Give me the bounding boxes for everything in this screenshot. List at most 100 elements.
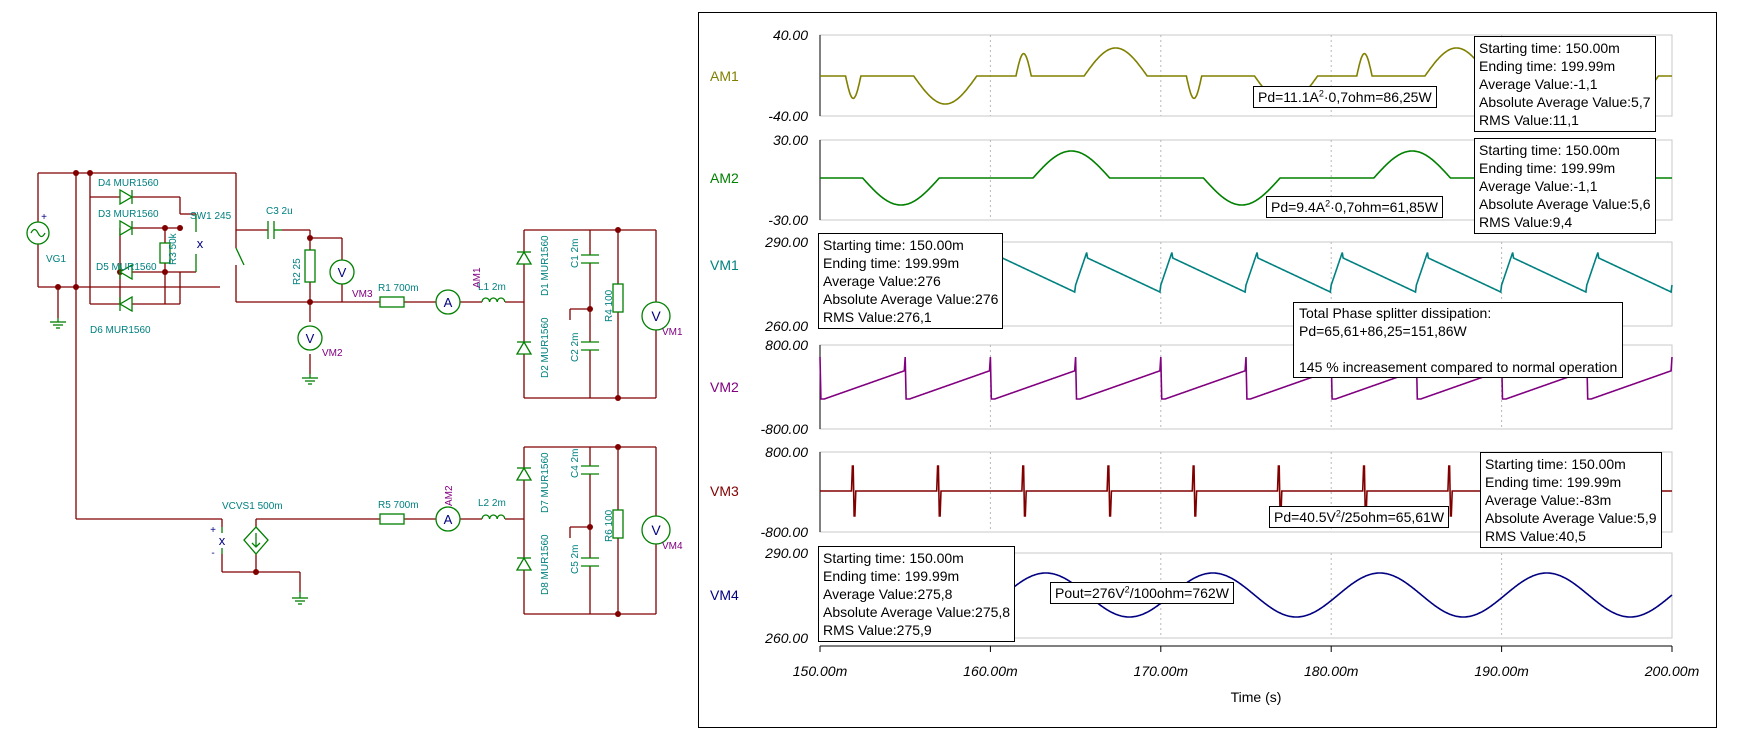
- x-tick-label: 160.00m: [963, 663, 1018, 679]
- vm3-power-annotation: Pd=40.5V2/25ohm=65,61W: [1269, 506, 1450, 528]
- am1-stats-box: Starting time: 150.00m Ending time: 199.…: [1474, 36, 1656, 132]
- y-max-label: 800.00: [765, 444, 808, 460]
- trace-name-am2: AM2: [710, 170, 739, 186]
- pd-exponent: 2: [1325, 198, 1331, 209]
- d6-label: D6 MUR1560: [90, 325, 151, 336]
- vm4-output-power-annotation: Pout=276V2/100ohm=762W: [1050, 582, 1234, 604]
- total-dissipation-box: Total Phase splitter dissipation: Pd=65,…: [1293, 302, 1624, 378]
- stat-line: Average Value:275,8: [823, 586, 953, 602]
- y-min-label: 260.00: [764, 630, 808, 646]
- stat-line: RMS Value:11,1: [1479, 112, 1579, 128]
- x-tick-label: 180.00m: [1304, 663, 1359, 679]
- r6-label: R6 100: [604, 509, 615, 542]
- stat-line: Absolute Average Value:5,6: [1479, 196, 1651, 212]
- y-max-label: 800.00: [765, 337, 808, 353]
- pd-text-rest: ·0,7ohm=61,85W: [1330, 199, 1438, 215]
- d5-label: D5 MUR1560: [96, 262, 157, 273]
- stat-line: Absolute Average Value:276: [823, 291, 999, 307]
- stat-line: Ending time: 199.99m: [1479, 160, 1616, 176]
- vg1-plus: +: [41, 212, 47, 223]
- x-tick-label: 170.00m: [1134, 663, 1189, 679]
- stat-line: Average Value:-1,1: [1479, 178, 1598, 194]
- stat-line: Average Value:276: [823, 273, 941, 289]
- vm1-glyph: V: [651, 308, 661, 324]
- pd-text-rest: /25ohm=65,61W: [1340, 509, 1445, 525]
- c2-label: C2 2m: [570, 333, 581, 362]
- r3-label: R3 50k: [168, 232, 179, 265]
- pout-text-rest: /100ohm=762W: [1129, 585, 1229, 601]
- stat-line: Starting time: 150.00m: [1479, 142, 1620, 158]
- total-line: [1299, 340, 1617, 358]
- vcvs-plus: +: [210, 525, 216, 536]
- y-min-label: -800.00: [761, 524, 809, 540]
- trace-name-vm1: VM1: [710, 257, 739, 273]
- c3-label: C3 2u: [266, 206, 293, 217]
- stat-line: Ending time: 199.99m: [823, 255, 960, 271]
- vm1-stats-box: Starting time: 150.00m Ending time: 199.…: [818, 233, 1004, 329]
- stat-line: Average Value:-1,1: [1479, 76, 1598, 92]
- vm4-label: VM4: [662, 541, 683, 552]
- d2-label: D2 MUR1560: [540, 317, 551, 378]
- trace-vm2: [819, 356, 1673, 400]
- c4-label: C4 2m: [570, 449, 581, 478]
- l2-label: L2 2m: [478, 498, 506, 509]
- stat-line: RMS Value:40,5: [1485, 528, 1586, 544]
- y-min-label: -40.00: [768, 108, 808, 124]
- total-line: Total Phase splitter dissipation:: [1299, 305, 1492, 321]
- r1-label: R1 700m: [378, 283, 419, 294]
- pd-exponent: 2: [1335, 508, 1341, 519]
- x-tick-label: 190.00m: [1474, 663, 1529, 679]
- l1-label: L1 2m: [478, 282, 506, 293]
- vm3-stats-box: Starting time: 150.00m Ending time: 199.…: [1480, 452, 1662, 548]
- stat-line: RMS Value:9,4: [1479, 214, 1573, 230]
- vcvs-cross: x: [219, 533, 226, 548]
- stat-line: Starting time: 150.00m: [823, 550, 964, 566]
- vcvs-minus: -: [211, 548, 214, 559]
- stat-line: Absolute Average Value:5,9: [1485, 510, 1657, 526]
- stat-line: RMS Value:275,9: [823, 622, 932, 638]
- y-min-label: -800.00: [761, 421, 809, 437]
- total-line: 145 % increasement compared to normal op…: [1299, 359, 1618, 375]
- sw1-label: SW1 245: [190, 211, 232, 222]
- stat-line: Starting time: 150.00m: [1479, 40, 1620, 56]
- y-max-label: 30.00: [773, 132, 808, 148]
- trace-name-vm4: VM4: [710, 587, 739, 603]
- stat-line: Average Value:-83m: [1485, 492, 1612, 508]
- c5-label: C5 2m: [570, 545, 581, 574]
- pd-text-rest: ·0,7ohm=86,25W: [1323, 89, 1432, 105]
- vm2-glyph: V: [306, 331, 315, 346]
- am1-power-annotation: Pd=11.1A2·0,7ohm=86,25W: [1253, 86, 1437, 108]
- am2-label: AM2: [444, 485, 455, 506]
- vg1-label: VG1: [46, 254, 66, 265]
- x-tick-label: 150.00m: [793, 663, 848, 679]
- y-min-label: -30.00: [768, 212, 808, 228]
- stat-line: Ending time: 199.99m: [1479, 58, 1616, 74]
- y-min-label: 260.00: [764, 318, 808, 334]
- pd-text: Pd=11.1A: [1258, 89, 1319, 105]
- x-tick-label: 200.00m: [1644, 663, 1700, 679]
- pout-text: Pout=276V: [1055, 585, 1125, 601]
- sw1-cross: x: [197, 236, 204, 251]
- d4-label: D4 MUR1560: [98, 178, 159, 189]
- trace-name-vm3: VM3: [710, 483, 739, 499]
- circuit-schematic: V A V V A V + x x + - VG1 D4 MUR1560 D3 …: [26, 170, 683, 617]
- d1-label: D1 MUR1560: [540, 235, 551, 296]
- x-axis-label: Time (s): [1231, 689, 1282, 705]
- pd-text: Pd=9.4A: [1271, 199, 1326, 215]
- stat-line: Absolute Average Value:275,8: [823, 604, 1011, 620]
- pout-exponent: 2: [1124, 584, 1130, 595]
- am1-label: AM1: [472, 267, 483, 288]
- stat-line: Absolute Average Value:5,7: [1479, 94, 1651, 110]
- y-max-label: 40.00: [773, 27, 808, 43]
- stat-line: Starting time: 150.00m: [1485, 456, 1626, 472]
- vm4-glyph: V: [651, 522, 661, 538]
- r4-label: R4 100: [604, 289, 615, 322]
- am1-glyph: A: [444, 295, 453, 310]
- vm4-stats-box: Starting time: 150.00m Ending time: 199.…: [818, 546, 1016, 642]
- am2-power-annotation: Pd=9.4A2·0,7ohm=61,85W: [1266, 196, 1443, 218]
- vm1-label: VM1: [662, 327, 683, 338]
- pd-text: Pd=40.5V: [1274, 509, 1336, 525]
- am2-stats-box: Starting time: 150.00m Ending time: 199.…: [1474, 138, 1656, 234]
- y-max-label: 290.00: [764, 234, 808, 250]
- am2-glyph: A: [444, 512, 453, 527]
